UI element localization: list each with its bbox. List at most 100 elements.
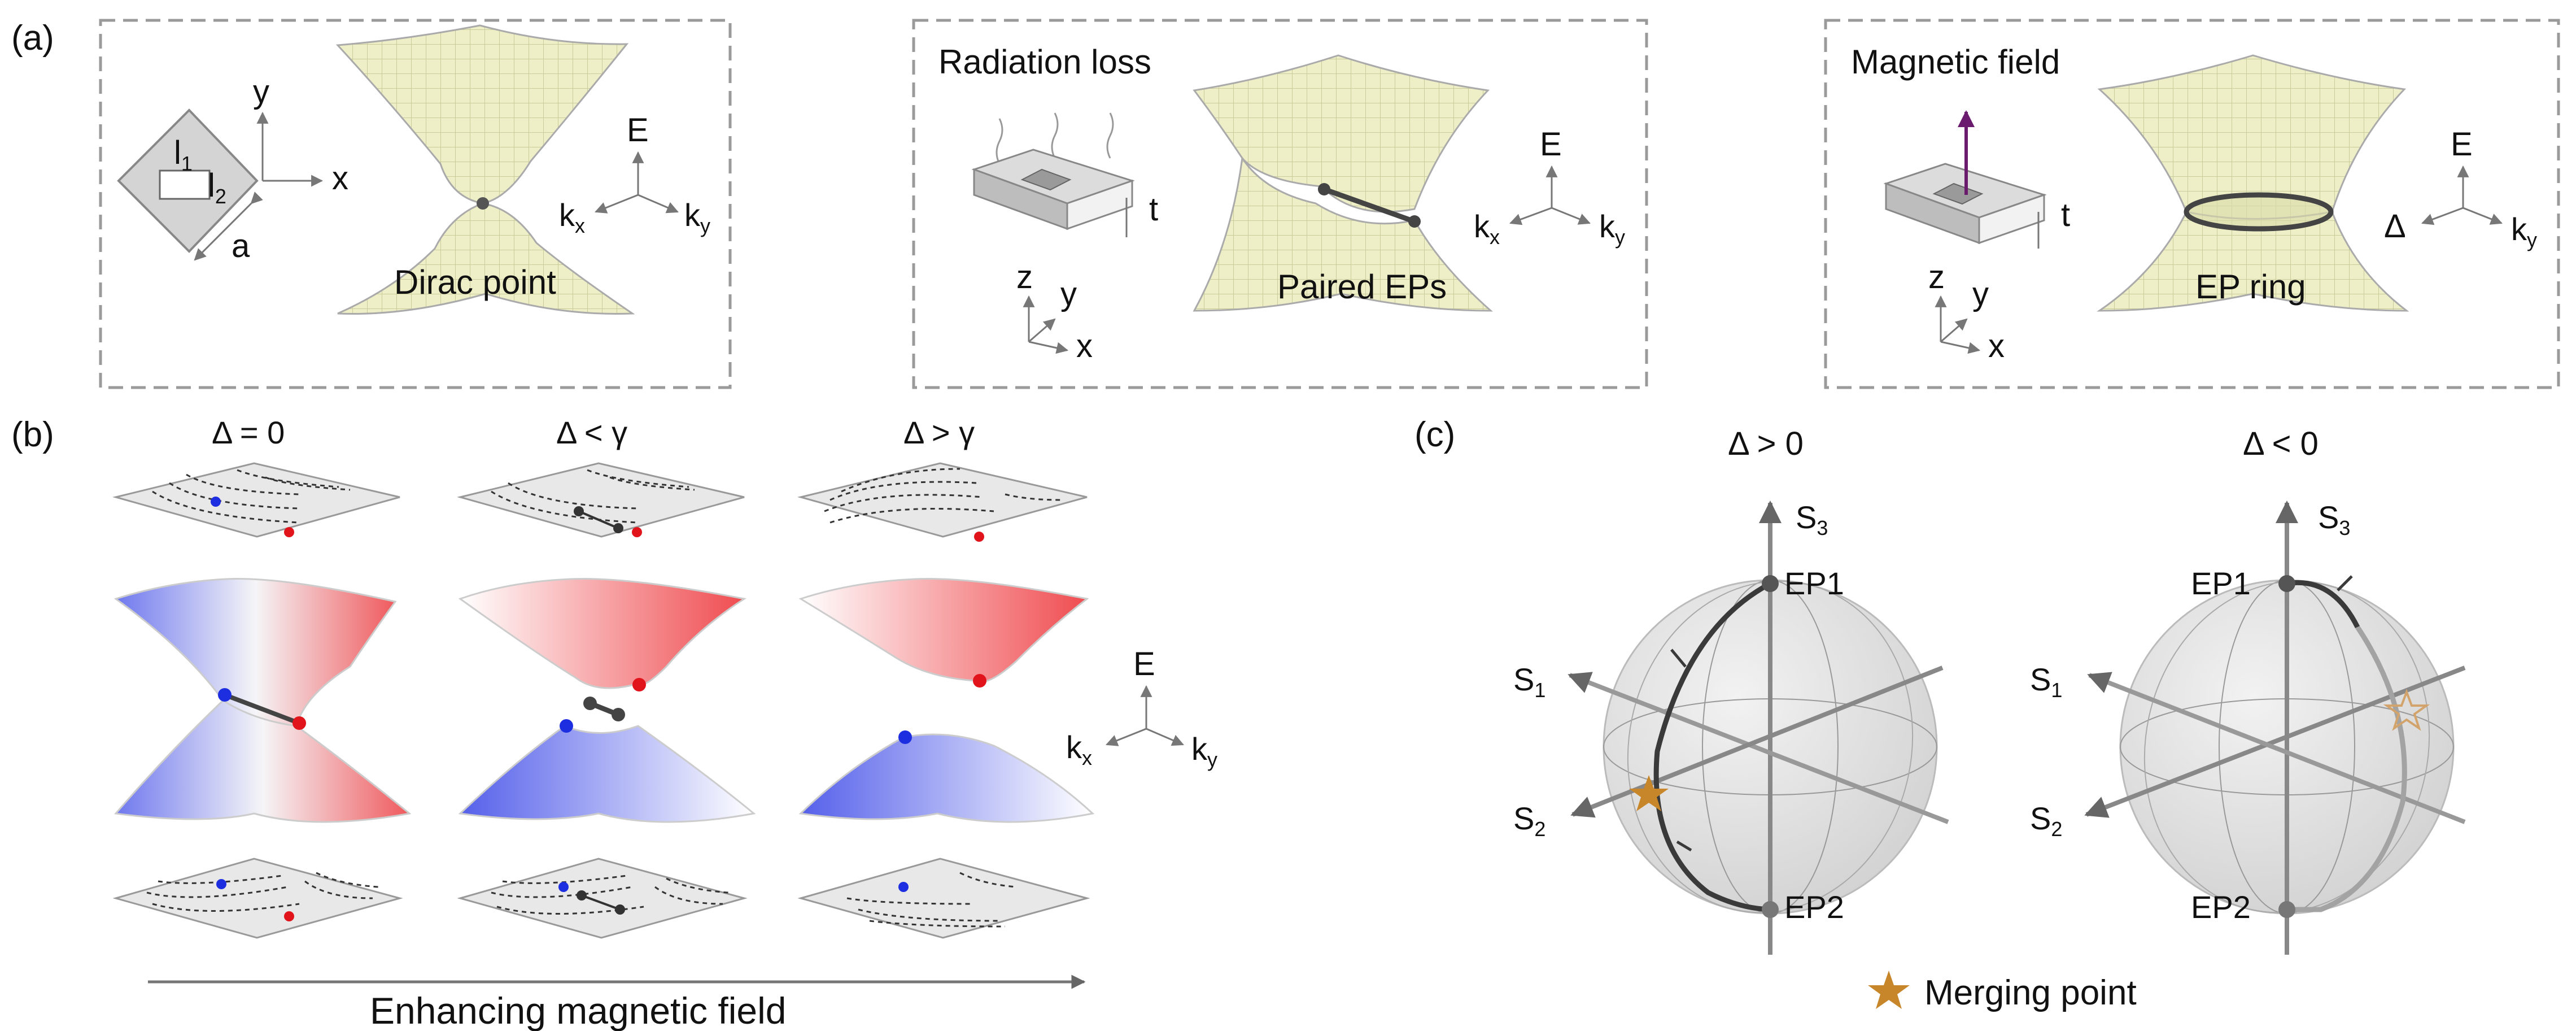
kx-label-2: kx	[1474, 208, 1500, 249]
ep2-label-1: EP2	[1784, 889, 1844, 925]
s2-label-1: S2	[1513, 801, 1545, 841]
y-axis-3	[1940, 318, 1968, 343]
t-label-3: t	[2061, 197, 2070, 233]
merging-star-1	[1629, 775, 1669, 811]
lower-cone	[337, 202, 635, 315]
kx-axis	[595, 194, 639, 214]
lower-band-1	[114, 699, 412, 823]
top-pair-line-2	[578, 510, 619, 529]
panel-a-label: (a)	[11, 19, 54, 58]
t-label: t	[1149, 191, 1158, 228]
ky-axis	[638, 194, 679, 214]
ep-black-2b	[612, 708, 625, 721]
panel-b-label: (b)	[11, 415, 54, 454]
column-title-2: Δ < γ	[556, 415, 627, 450]
column-delta-less-gamma	[457, 462, 756, 939]
blue-ep-1	[218, 688, 232, 702]
bottom-blue-dot-3	[898, 882, 909, 892]
top-black-dot-2b	[613, 523, 623, 533]
ep-ring-caption: EP ring	[2195, 268, 2306, 306]
trajectory-2-front	[2286, 580, 2360, 629]
a-label: a	[232, 228, 250, 264]
x-label-3: x	[1988, 328, 2005, 364]
blue-band-dot-3	[898, 730, 912, 744]
delta-axis	[2421, 207, 2464, 225]
bottom-black-dot-2a	[577, 890, 587, 901]
lower-band-2	[458, 725, 756, 823]
s1-label-2: S1	[2030, 662, 2062, 702]
top-red-dot-1	[284, 527, 294, 537]
ep-black-2a	[583, 697, 597, 710]
upper-cone	[335, 24, 629, 205]
ep1-dot-2	[2278, 575, 2295, 592]
field-arrow-label: Enhancing magnetic field	[370, 990, 786, 1031]
panel-c-label: (c)	[1414, 415, 1455, 454]
top-black-dot-2a	[574, 506, 584, 516]
merging-star-2	[2383, 689, 2430, 731]
e-label-2: E	[1540, 126, 1562, 163]
top-blue-dot-1	[211, 497, 221, 507]
s3-label-2: S3	[2318, 499, 2350, 540]
x-label-2: x	[1076, 328, 1093, 364]
lower-cone-2	[1193, 155, 1493, 312]
radiation-title: Radiation loss	[938, 43, 1151, 81]
meridian-2b	[2143, 580, 2430, 913]
ky-label-2: ky	[1599, 208, 1625, 249]
bottom-plane-2	[457, 858, 748, 939]
panel-b-axes: E kx ky	[1066, 646, 1217, 771]
radiation-wave-2	[1051, 112, 1059, 159]
poincare-sphere-2: EP1 EP2 S3 S1 S2	[2030, 499, 2466, 955]
traj-arrow-1a	[1670, 649, 1687, 668]
traj-arrow-2a	[2337, 575, 2353, 591]
kx-axis-2	[1509, 207, 1552, 225]
slab-side	[1066, 179, 1133, 230]
column-title-1: Δ = 0	[212, 415, 285, 450]
traj-arrow-1b	[1676, 840, 1692, 852]
red-band-dot-3	[973, 674, 986, 688]
poincare-sphere-1: EP1 EP2 S3 S1 S2	[1513, 499, 1949, 955]
x-axis-3	[1940, 341, 1981, 354]
dirac-point-dot	[477, 197, 489, 210]
s2-label-2: S2	[2030, 801, 2062, 841]
box-radiation: Radiation loss t z y x Paired EPs E kx k…	[912, 19, 1648, 389]
ep2-label-2: EP2	[2191, 889, 2251, 925]
column-title-3: Δ > γ	[903, 415, 975, 450]
upper-band-1	[113, 578, 397, 727]
radiation-wave-3	[1106, 112, 1114, 159]
sphere-title-1: Δ > 0	[1728, 425, 1804, 462]
column-delta-zero	[112, 462, 412, 939]
kx-label: kx	[559, 197, 585, 237]
e-label-3: E	[2451, 126, 2473, 163]
top-plane-3	[797, 462, 1088, 538]
z-label-3: z	[1928, 259, 1945, 295]
a-arrow	[194, 192, 263, 261]
slab-hole	[1020, 168, 1072, 191]
ky-axis-b	[1146, 728, 1184, 746]
dashed-box-3	[1824, 19, 2560, 389]
slab-hole-3	[1932, 182, 1984, 205]
bottom-blue-dot-2	[558, 882, 569, 892]
top-plane-2	[457, 462, 745, 538]
column-delta-greater-gamma	[797, 462, 1095, 939]
ky-label-b: ky	[1191, 731, 1217, 771]
ep-dot-left	[1318, 183, 1330, 195]
y-axis-2	[1028, 318, 1056, 343]
s1-axis-2	[2084, 665, 2466, 818]
bottom-plane-lines-2	[491, 875, 729, 915]
kx-axis-b	[1106, 728, 1147, 746]
ep2-dot-1	[1762, 901, 1779, 918]
ep-dot-right	[1408, 215, 1421, 228]
delta-label: Δ	[2384, 208, 2406, 245]
bottom-plane-1	[112, 858, 403, 939]
z-label: z	[1016, 259, 1033, 295]
bottom-blue-dot-1	[216, 879, 226, 889]
top-plane-1	[112, 462, 400, 538]
bottom-plane-lines-1	[146, 872, 379, 912]
ep1-label-2: EP1	[2191, 565, 2251, 601]
y-label-3: y	[1972, 276, 1989, 312]
ky-label-3: ky	[2511, 211, 2537, 251]
l1-label: l1	[174, 134, 193, 175]
kx-label-b: kx	[1066, 729, 1092, 769]
bottom-red-dot-1	[284, 911, 294, 921]
x-axis-2	[1028, 341, 1069, 354]
